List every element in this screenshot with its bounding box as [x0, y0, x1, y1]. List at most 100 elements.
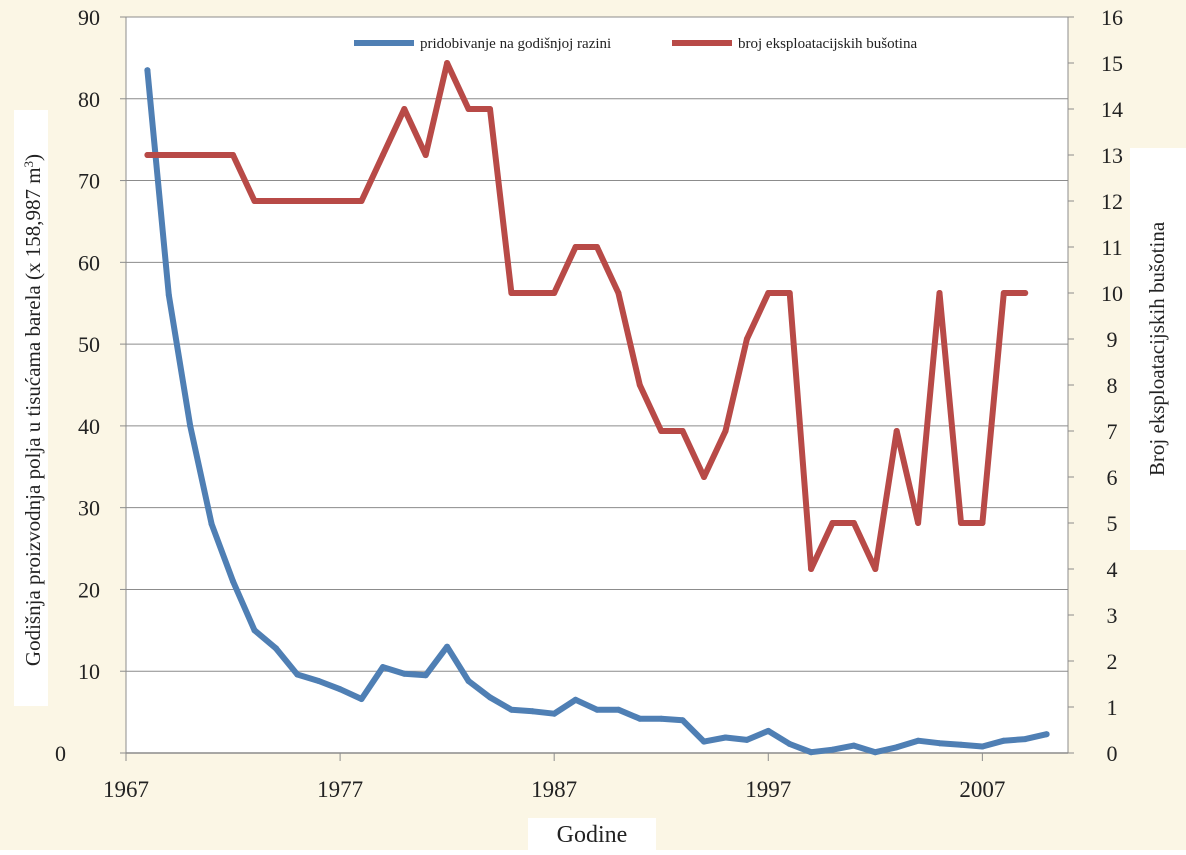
data-point-production: [1000, 737, 1007, 744]
left-axis-title-main: Godišnja proizvodnja polja u tisućama ba…: [21, 167, 45, 666]
x-axis-ticks: 1967 1977 1987 1997 2007: [103, 777, 1005, 802]
tick-label-right: 8: [1107, 373, 1118, 398]
legend-label-wells: broj eksploatacijskih bušotina: [738, 36, 917, 52]
tick-label-right: 6: [1107, 465, 1118, 490]
data-point-wells: [487, 106, 493, 112]
data-point-wells: [636, 382, 643, 388]
x-axis-title-box: [528, 818, 656, 850]
right-axis-title: Broj eksploatacijskih bušotina: [1145, 221, 1169, 476]
data-point-wells: [337, 198, 344, 204]
data-point-wells: [551, 290, 558, 296]
data-point-production: [872, 749, 879, 756]
data-point-wells: [765, 290, 772, 296]
left-axis-title-box: [14, 110, 48, 706]
data-point-wells: [936, 290, 943, 296]
data-point-wells: [508, 290, 515, 296]
data-point-wells: [144, 152, 151, 158]
tick-label-x: 2007: [959, 777, 1005, 802]
tick-label-left: 0: [55, 741, 66, 766]
data-point-wells: [1022, 290, 1029, 296]
data-point-production: [850, 742, 857, 749]
data-point-production: [230, 578, 236, 585]
data-point-production: [572, 696, 579, 703]
data-point-wells: [294, 198, 301, 204]
gridlines: [126, 16, 1068, 672]
data-point-wells: [529, 290, 536, 296]
left-axis-title-superscript: 3: [21, 161, 36, 168]
tick-label-right: 7: [1107, 419, 1118, 444]
data-point-wells: [1000, 290, 1007, 296]
data-point-production: [958, 741, 964, 748]
data-point-production: [422, 672, 429, 679]
data-point-production: [658, 715, 665, 722]
right-axis-title-box: [1130, 148, 1186, 550]
tick-label-right: 11: [1101, 235, 1122, 260]
data-point-production: [594, 706, 600, 713]
data-point-production: [487, 694, 493, 701]
tick-label-right: 14: [1101, 97, 1123, 122]
data-point-wells: [915, 520, 922, 526]
data-point-wells: [422, 152, 429, 158]
tick-label-left: 50: [78, 332, 100, 357]
data-point-production: [808, 749, 815, 756]
data-point-production: [208, 521, 215, 527]
data-point-wells: [208, 152, 215, 158]
data-point-wells: [272, 198, 279, 204]
data-point-wells: [444, 60, 451, 66]
data-point-production: [337, 686, 344, 693]
series-line-wells: [144, 60, 1029, 572]
data-point-production: [444, 643, 451, 650]
data-point-wells: [872, 566, 879, 572]
tick-label-right: 5: [1107, 511, 1118, 536]
data-point-wells: [743, 336, 750, 342]
data-point-production: [315, 678, 322, 684]
plot-area: [126, 17, 1068, 753]
tick-label-right: 10: [1101, 281, 1123, 306]
data-point-production: [701, 738, 707, 745]
left-axis-title-end: ): [21, 154, 45, 161]
tick-label-right: 3: [1107, 603, 1118, 628]
data-point-production: [401, 670, 408, 677]
data-point-wells: [187, 152, 194, 158]
tick-label-right: 4: [1107, 557, 1118, 582]
data-point-wells: [572, 244, 579, 250]
data-point-wells: [893, 428, 900, 434]
data-point-wells: [658, 428, 665, 434]
data-point-wells: [401, 106, 408, 112]
tick-label-left: 80: [78, 87, 100, 112]
data-point-production: [829, 746, 836, 753]
tick-label-left: 70: [78, 169, 100, 194]
data-point-production: [1022, 736, 1029, 743]
data-point-wells: [808, 566, 815, 572]
data-point-wells: [358, 198, 365, 204]
tick-label-x: 1977: [317, 777, 363, 802]
tick-label-right: 16: [1101, 5, 1123, 30]
data-point-production: [165, 292, 172, 298]
series-lines: [144, 60, 1050, 756]
tick-label-left: 10: [78, 659, 100, 684]
data-point-wells: [679, 428, 686, 434]
data-point-wells: [701, 474, 707, 480]
data-point-wells: [850, 520, 857, 526]
tick-label-right: 13: [1101, 143, 1123, 168]
data-point-wells: [251, 198, 258, 204]
tick-label-x: 1967: [103, 777, 149, 802]
data-point-production: [1043, 731, 1050, 738]
data-point-production: [272, 645, 279, 652]
axes: [120, 16, 1074, 761]
data-point-wells: [722, 428, 729, 434]
data-point-production: [551, 710, 558, 717]
tick-label-right: 9: [1107, 327, 1118, 352]
data-point-wells: [786, 290, 793, 296]
data-point-wells: [829, 520, 836, 526]
tick-label-right: 15: [1101, 51, 1123, 76]
tick-label-right: 0: [1107, 741, 1118, 766]
tick-label-x: 1997: [745, 777, 791, 802]
data-point-production: [936, 740, 943, 747]
data-point-production: [743, 736, 750, 743]
data-point-wells: [230, 152, 236, 158]
data-point-production: [251, 627, 258, 634]
data-point-production: [379, 664, 386, 671]
